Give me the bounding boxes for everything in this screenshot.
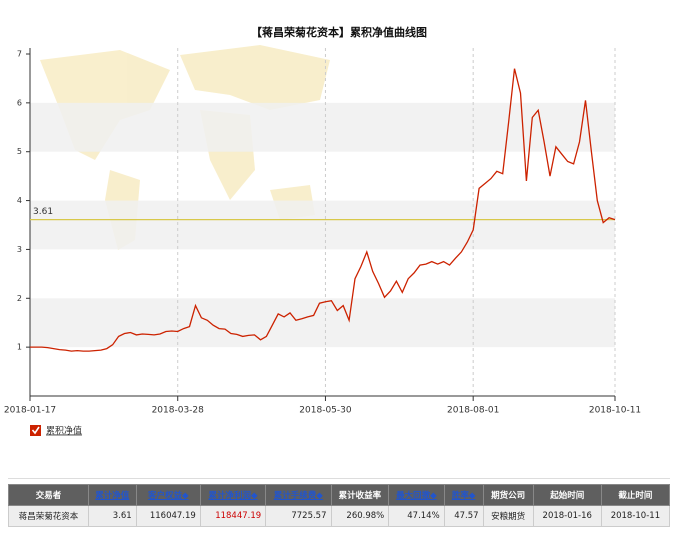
cell: 47.14% [388, 505, 445, 527]
divider [8, 478, 670, 479]
header-cell: 起始时间 [532, 484, 602, 506]
header-link[interactable]: 胜率◆ [443, 484, 484, 506]
x-tick-label: 2018-05-30 [299, 406, 352, 416]
table-header: 交易者 累计净值 客户权益◆ 累计净利润◆ 累计手续费◆ 累计收益率 最大回撤◆… [8, 484, 671, 506]
y-tick-label: 4 [17, 196, 22, 205]
y-tick-label: 2 [17, 294, 22, 303]
grid-band [30, 298, 615, 348]
legend-label[interactable]: 累积净值 [46, 425, 82, 437]
y-tick-label: 5 [17, 147, 22, 156]
header-link[interactable]: 累计手续费◆ [265, 484, 332, 506]
grid-band [30, 200, 615, 250]
chart-title: 【蒋昌荣菊花资本】累积净值曲线图 [251, 25, 427, 39]
cell: 蒋昌荣菊花资本 [8, 505, 89, 527]
header-link[interactable]: 累计净利润◆ [199, 484, 267, 506]
header-cell: 期货公司 [482, 484, 534, 506]
header-link[interactable]: 最大回撤◆ [388, 484, 445, 506]
x-tick-label: 2018-10-11 [589, 406, 641, 416]
header-link[interactable]: 累计净值 [87, 484, 137, 506]
cell: 安粮期货 [482, 505, 534, 527]
cell: 2018-10-11 [600, 505, 671, 527]
chart: 【蒋昌荣菊花资本】累积净值曲线图 1 2 3 4 5 6 7 2018-01-17 2018-0… [4, 25, 641, 437]
header-cell: 截止时间 [600, 484, 671, 506]
cell: 47.57 [443, 505, 484, 527]
cell: 3.61 [87, 505, 137, 527]
cell: 116047.19 [135, 505, 201, 527]
reference-label: 3.61 [33, 207, 53, 217]
cell: 2018-01-16 [532, 505, 602, 527]
cell: 7725.57 [265, 505, 332, 527]
y-tick-label: 7 [17, 50, 22, 59]
header-cell: 累计收益率 [330, 484, 390, 506]
x-tick-label: 2018-03-28 [152, 406, 205, 416]
cell: 118447.19 [199, 505, 267, 527]
x-tick-label: 2018-08-01 [447, 406, 499, 416]
y-tick-label: 6 [17, 98, 22, 107]
y-tick-label: 3 [17, 245, 22, 254]
legend-check [31, 426, 40, 435]
cell: 260.98% [330, 505, 390, 527]
header-cell: 交易者 [8, 484, 89, 506]
table-row: 蒋昌荣菊花资本 3.61 116047.19 118447.19 7725.57… [8, 505, 671, 527]
legend-checkbox[interactable] [30, 425, 41, 436]
header-link[interactable]: 客户权益◆ [135, 484, 201, 506]
stats-table: 交易者 累计净值 客户权益◆ 累计净利润◆ 累计手续费◆ 累计收益率 最大回撤◆… [8, 484, 671, 527]
y-tick-label: 1 [17, 343, 22, 352]
x-tick-label: 2018-01-17 [4, 406, 56, 416]
grid-band [30, 102, 615, 152]
series-line [30, 68, 616, 352]
